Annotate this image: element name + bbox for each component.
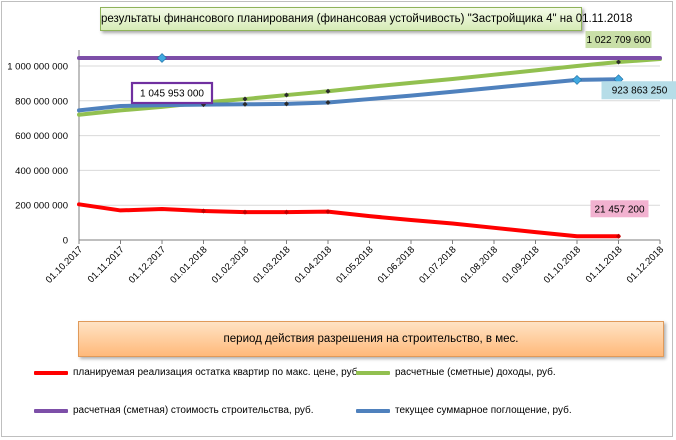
legend-label-absorption: текущее суммарное поглощение, руб. bbox=[395, 405, 572, 416]
data-label-text-0: 21 457 200 bbox=[594, 204, 644, 215]
data-label-text-3: 923 863 250 bbox=[612, 86, 668, 97]
data-label-1: 1 022 709 600 bbox=[585, 31, 652, 49]
data-point-0-4 bbox=[242, 209, 248, 215]
y-tick-label-1: 200 000 000 bbox=[15, 201, 68, 212]
legend-label-income: расчетные (сметные) доходы, руб. bbox=[395, 367, 556, 378]
x-tick-label-5: 01.03.2018 bbox=[251, 244, 292, 285]
legend-swatch-cost bbox=[34, 408, 68, 413]
legend-item-income: расчетные (сметные) доходы, руб. bbox=[356, 367, 556, 378]
data-label-2: 1 045 953 000 bbox=[130, 81, 214, 105]
x-tick-label-14: 01.12.2018 bbox=[625, 244, 666, 285]
legend-label-cost: расчетная (сметная) стоимость строительс… bbox=[73, 405, 314, 416]
legend-swatch-sales bbox=[34, 370, 68, 375]
x-tick-label-13: 01.11.2018 bbox=[584, 244, 625, 285]
y-tick-label-3: 600 000 000 bbox=[15, 131, 68, 142]
series-line-0 bbox=[77, 202, 621, 239]
y-tick-label-2: 400 000 000 bbox=[15, 166, 68, 177]
data-point-0-5 bbox=[284, 209, 289, 215]
data-label-box-2 bbox=[130, 81, 214, 105]
legend-swatch-income bbox=[356, 370, 390, 375]
x-tick-label-1: 01.11.2017 bbox=[86, 244, 127, 285]
x-tick-label-11: 01.09.2018 bbox=[500, 244, 541, 285]
legend-swatch-absorption bbox=[356, 408, 390, 413]
legend-item-sales: планируемая реализация остатка квартир п… bbox=[34, 367, 360, 378]
chart-title: результаты финансового планирования (фин… bbox=[100, 7, 632, 31]
legend-item-absorption: текущее суммарное поглощение, руб. bbox=[356, 405, 572, 416]
x-tick-label-8: 01.06.2018 bbox=[376, 244, 417, 285]
data-label-box-0 bbox=[590, 200, 649, 218]
legend-item-cost: расчетная (сметная) стоимость строительс… bbox=[34, 405, 314, 416]
data-point-2-2 bbox=[157, 53, 167, 63]
x-tick-label-0: 01.10.2017 bbox=[44, 244, 85, 285]
data-label-0: 21 457 200 bbox=[590, 200, 649, 218]
data-point-0-3 bbox=[201, 208, 206, 214]
data-label-text-2: 1 045 953 000 bbox=[140, 89, 204, 100]
y-tick-label-0: 0 bbox=[63, 236, 68, 247]
data-point-3-5 bbox=[284, 101, 289, 107]
data-point-0-6 bbox=[325, 209, 331, 215]
data-point-3-12 bbox=[572, 74, 582, 85]
y-tick-label-5: 1 000 000 000 bbox=[7, 61, 68, 72]
data-label-text-1: 1 022 709 600 bbox=[587, 35, 651, 46]
series-line-3 bbox=[77, 77, 621, 113]
x-tick-label-2: 01.12.2017 bbox=[127, 244, 168, 285]
x-tick-label-7: 01.05.2018 bbox=[334, 244, 375, 285]
x-tick-label-4: 01.02.2018 bbox=[210, 244, 251, 285]
data-point-0-13 bbox=[616, 233, 621, 239]
data-point-1-4 bbox=[242, 96, 248, 102]
series-0 bbox=[77, 202, 621, 239]
x-tick-label-6: 01.04.2018 bbox=[293, 244, 334, 285]
x-tick-label-12: 01.10.2018 bbox=[542, 244, 583, 285]
legend-label-sales: планируемая реализация остатка квартир п… bbox=[73, 367, 361, 378]
x-tick-label-9: 01.07.2018 bbox=[417, 244, 458, 285]
data-point-1-6 bbox=[325, 88, 331, 94]
data-point-3-4 bbox=[242, 101, 248, 107]
y-tick-label-4: 800 000 000 bbox=[15, 96, 68, 107]
data-point-1-13 bbox=[616, 59, 621, 65]
x-tick-label-10: 01.08.2018 bbox=[459, 244, 500, 285]
x-tick-label-3: 01.01.2018 bbox=[168, 244, 209, 285]
data-point-3-6 bbox=[325, 100, 331, 106]
data-label-3: 923 863 250 bbox=[601, 81, 676, 100]
x-axis-label: период действия разрешения на строительс… bbox=[78, 321, 664, 357]
data-label-box-3 bbox=[601, 81, 676, 100]
data-point-1-5 bbox=[284, 92, 289, 98]
data-label-box-1 bbox=[585, 31, 652, 49]
series-2 bbox=[77, 53, 662, 63]
